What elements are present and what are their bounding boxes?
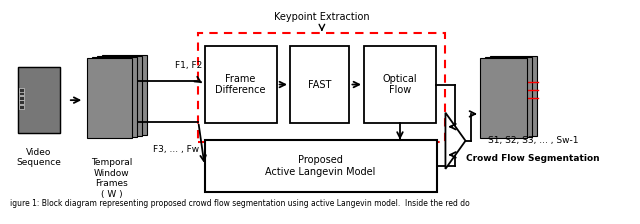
Bar	[97, 56, 142, 136]
Text: Proposed
Active Langevin Model: Proposed Active Langevin Model	[266, 155, 376, 177]
Text: F1, F2: F1, F2	[175, 61, 202, 70]
Text: Temporal
Window
Frames
( W ): Temporal Window Frames ( W )	[91, 159, 132, 199]
Text: Optical
Flow: Optical Flow	[383, 74, 417, 95]
Bar	[18, 67, 60, 134]
Bar	[205, 46, 276, 123]
Text: Keypoint Extraction: Keypoint Extraction	[274, 12, 370, 22]
Bar	[19, 96, 24, 99]
Text: Crowd Flow Segmentation: Crowd Flow Segmentation	[467, 154, 600, 163]
Bar	[19, 105, 24, 109]
Bar	[205, 140, 436, 192]
Text: igure 1: Block diagram representing proposed crowd flow segmentation using activ: igure 1: Block diagram representing prop…	[10, 200, 469, 209]
Bar	[290, 46, 349, 123]
Bar	[19, 88, 24, 92]
Text: F3, ... , Fw: F3, ... , Fw	[153, 145, 199, 154]
Bar	[102, 56, 147, 135]
Bar	[92, 58, 137, 137]
Bar	[86, 58, 132, 138]
Text: FAST: FAST	[308, 80, 332, 90]
Polygon shape	[445, 113, 465, 169]
Text: Video
Sequence: Video Sequence	[17, 148, 61, 168]
Bar	[19, 101, 24, 104]
Bar	[364, 46, 436, 123]
Bar	[485, 58, 532, 137]
Bar	[19, 91, 24, 95]
Bar	[198, 34, 445, 142]
Text: S1, S2, S3, ... , Sw-1: S1, S2, S3, ... , Sw-1	[488, 136, 579, 145]
Bar	[18, 67, 60, 134]
Bar	[490, 56, 537, 136]
Text: Frame
Difference: Frame Difference	[216, 74, 266, 95]
Bar	[480, 58, 527, 138]
